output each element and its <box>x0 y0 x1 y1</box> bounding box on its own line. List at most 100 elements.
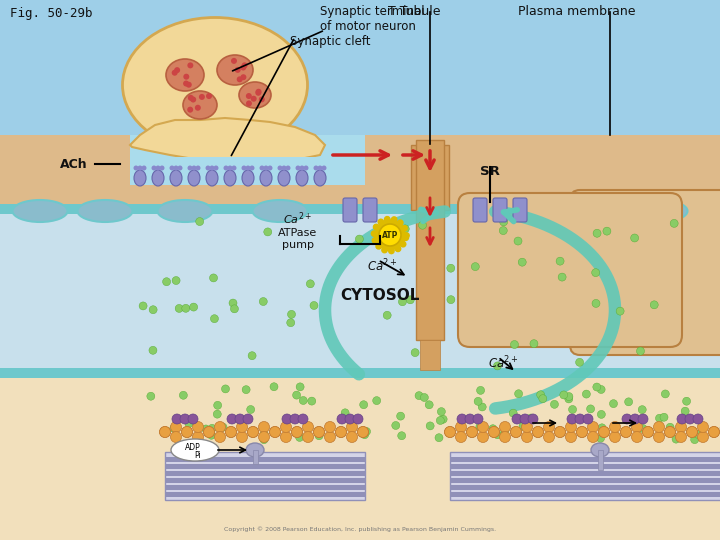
Circle shape <box>151 165 156 171</box>
Circle shape <box>230 305 238 313</box>
Circle shape <box>401 225 409 233</box>
Circle shape <box>567 414 577 424</box>
Circle shape <box>598 424 606 432</box>
Circle shape <box>336 427 346 437</box>
Circle shape <box>654 422 665 433</box>
Ellipse shape <box>12 200 68 222</box>
Circle shape <box>598 427 610 437</box>
Circle shape <box>210 315 218 323</box>
Circle shape <box>189 303 197 311</box>
Circle shape <box>642 427 654 437</box>
Circle shape <box>435 434 443 442</box>
Circle shape <box>300 165 305 171</box>
Circle shape <box>204 427 215 437</box>
Circle shape <box>181 427 192 437</box>
Bar <box>0 205 720 370</box>
Bar <box>165 471 365 476</box>
Ellipse shape <box>253 200 307 222</box>
Circle shape <box>621 427 631 437</box>
FancyBboxPatch shape <box>473 198 487 222</box>
Circle shape <box>519 422 527 430</box>
Bar <box>450 471 720 476</box>
Circle shape <box>295 165 300 171</box>
Circle shape <box>708 427 719 437</box>
Circle shape <box>685 414 695 424</box>
Circle shape <box>259 298 267 306</box>
Bar <box>450 478 720 483</box>
Circle shape <box>160 427 171 437</box>
Circle shape <box>192 422 204 433</box>
Circle shape <box>206 102 212 108</box>
Circle shape <box>302 422 313 433</box>
Circle shape <box>172 276 180 285</box>
Ellipse shape <box>591 443 609 457</box>
Circle shape <box>202 425 210 433</box>
Circle shape <box>510 427 521 437</box>
Circle shape <box>248 427 258 437</box>
Circle shape <box>336 427 346 437</box>
Circle shape <box>256 91 263 97</box>
Circle shape <box>160 165 164 171</box>
FancyBboxPatch shape <box>458 193 682 347</box>
Ellipse shape <box>562 200 618 222</box>
Circle shape <box>243 97 248 104</box>
Circle shape <box>264 165 269 171</box>
Circle shape <box>415 392 423 400</box>
Bar <box>130 135 365 185</box>
Circle shape <box>588 422 598 433</box>
Circle shape <box>292 427 302 437</box>
Circle shape <box>630 414 640 424</box>
Circle shape <box>477 431 488 442</box>
Circle shape <box>520 414 530 424</box>
Circle shape <box>353 414 363 424</box>
Bar <box>598 450 603 470</box>
Circle shape <box>672 435 680 443</box>
Circle shape <box>686 427 698 437</box>
Text: ACh: ACh <box>60 158 88 171</box>
Circle shape <box>575 414 585 424</box>
Text: Plasma membrane: Plasma membrane <box>518 5 636 18</box>
Circle shape <box>447 295 455 303</box>
Circle shape <box>156 165 161 171</box>
Circle shape <box>235 414 245 424</box>
Circle shape <box>565 431 577 442</box>
Circle shape <box>200 96 207 102</box>
FancyBboxPatch shape <box>343 198 357 222</box>
Circle shape <box>398 298 407 306</box>
Circle shape <box>292 427 302 437</box>
Text: $Ca^{2+}$: $Ca^{2+}$ <box>488 355 519 372</box>
Circle shape <box>655 414 664 422</box>
Circle shape <box>426 422 434 430</box>
Circle shape <box>554 427 565 437</box>
Bar <box>0 0 720 150</box>
Circle shape <box>186 72 192 78</box>
Circle shape <box>293 427 301 435</box>
Circle shape <box>631 422 642 433</box>
Circle shape <box>147 392 155 400</box>
Circle shape <box>298 414 308 424</box>
Ellipse shape <box>217 55 253 85</box>
FancyBboxPatch shape <box>513 198 527 222</box>
Circle shape <box>192 165 197 171</box>
Circle shape <box>181 63 188 69</box>
Circle shape <box>515 390 523 398</box>
Circle shape <box>622 414 632 424</box>
Text: ATP: ATP <box>382 231 398 240</box>
Circle shape <box>559 391 568 399</box>
Circle shape <box>196 165 200 171</box>
Circle shape <box>544 431 554 442</box>
Circle shape <box>169 165 174 171</box>
Ellipse shape <box>122 17 307 152</box>
Circle shape <box>192 431 204 442</box>
Circle shape <box>225 427 236 437</box>
Circle shape <box>215 422 225 433</box>
Circle shape <box>193 69 199 75</box>
Circle shape <box>188 102 194 108</box>
Circle shape <box>197 94 203 100</box>
Circle shape <box>444 427 456 437</box>
Circle shape <box>281 422 292 433</box>
Circle shape <box>642 427 654 437</box>
Circle shape <box>558 273 566 281</box>
Circle shape <box>247 406 255 414</box>
Circle shape <box>382 240 390 248</box>
